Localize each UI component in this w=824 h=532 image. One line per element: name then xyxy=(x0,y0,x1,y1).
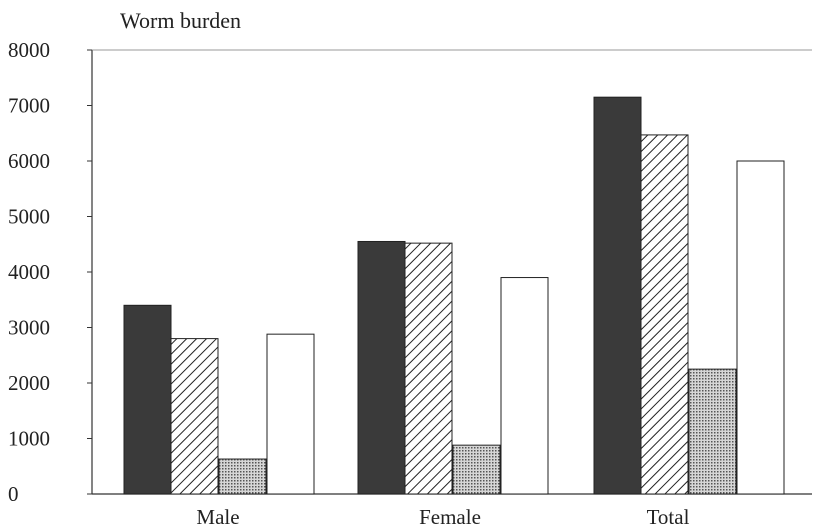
category-label-total: Total xyxy=(647,505,690,529)
chart-title: Worm burden xyxy=(120,8,241,33)
y-tick-label: 2000 xyxy=(8,371,50,395)
y-tick-label: 0 xyxy=(8,482,19,506)
y-tick-label: 3000 xyxy=(8,316,50,340)
category-label-female: Female xyxy=(419,505,481,529)
bar-male-3 xyxy=(218,458,267,495)
bar-total-3 xyxy=(688,368,737,495)
y-tick-label: 5000 xyxy=(8,205,50,229)
y-tick-label: 8000 xyxy=(8,38,50,62)
y-tick-label: 6000 xyxy=(8,149,50,173)
y-tick-label: 1000 xyxy=(8,427,50,451)
bar-female-2 xyxy=(404,242,453,495)
bar-female-1 xyxy=(357,240,406,495)
y-tick-label: 7000 xyxy=(8,94,50,118)
y-tick-labels: 0 1000 2000 3000 4000 5000 6000 7000 8000 xyxy=(8,38,92,506)
category-label-male: Male xyxy=(196,505,239,529)
bar-group xyxy=(123,96,785,495)
bar-male-4 xyxy=(266,333,315,495)
bar-total-4 xyxy=(736,160,785,495)
bar-total-2 xyxy=(640,134,689,495)
y-tick-label: 4000 xyxy=(8,260,50,284)
bar-male-2 xyxy=(170,338,219,495)
bar-total-1 xyxy=(593,96,642,495)
bar-female-3 xyxy=(452,444,501,495)
bar-female-4 xyxy=(500,277,549,495)
bar-male-1 xyxy=(123,304,172,495)
category-labels: Male Female Total xyxy=(196,505,689,529)
